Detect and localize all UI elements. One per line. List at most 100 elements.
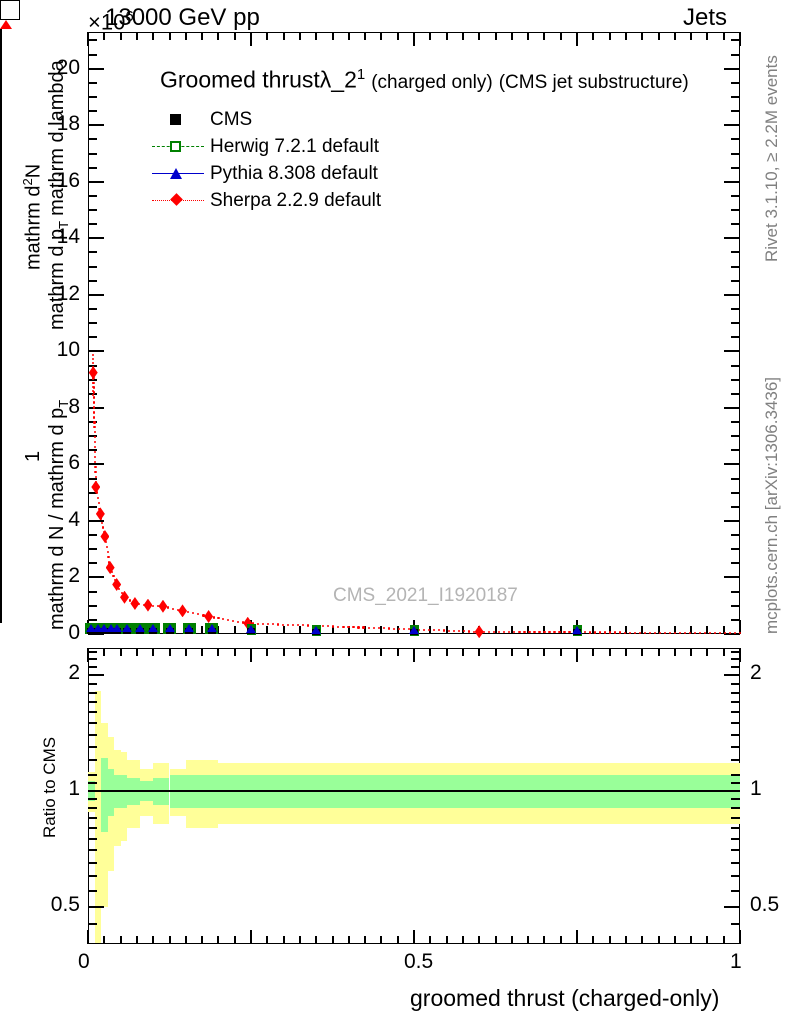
- sherpa-line-dot: [112, 575, 115, 578]
- ratio-x-minor-tick-top: [706, 648, 709, 656]
- ratio-y-minor-tick: [88, 923, 97, 926]
- pythia-marker: [206, 624, 217, 633]
- y-minor-tick-right: [731, 223, 740, 226]
- ratio-x-minor-tick: [690, 936, 693, 944]
- y-minor-tick: [88, 96, 97, 98]
- ratio-x-minor-tick: [608, 936, 611, 944]
- ratio-x-major-tick: [576, 930, 578, 944]
- y-minor-tick: [88, 336, 97, 339]
- sherpa-line-dot: [593, 631, 596, 634]
- ratio-y-minor-tick: [88, 849, 97, 852]
- sherpa-error-dot: [92, 358, 95, 361]
- legend-label: Herwig 7.2.1 default: [210, 136, 379, 157]
- sherpa-marker: [105, 561, 115, 575]
- sherpa-marker: [158, 599, 168, 613]
- x-minor-tick-top: [706, 32, 709, 40]
- x-minor-tick-top: [184, 32, 187, 40]
- ratio-y-minor-tick-right: [731, 733, 740, 736]
- legend-marker-square: [152, 108, 204, 132]
- ratio-y-minor-tick-right: [731, 781, 740, 784]
- y-tick-label: 6: [68, 451, 80, 475]
- sherpa-line-dot: [498, 630, 501, 634]
- num-N: N: [22, 163, 45, 179]
- den-tail: mathrm d lambda: [46, 60, 68, 216]
- y-minor-tick: [88, 449, 97, 452]
- y-minor-tick: [88, 604, 97, 607]
- sherpa-error-dot: [92, 390, 95, 393]
- y-minor-tick-right: [731, 562, 740, 565]
- sherpa-line-dot: [437, 629, 441, 632]
- y-major-tick-right: [724, 519, 740, 522]
- ratio-x-minor-tick: [478, 936, 481, 944]
- sherpa-error-dot: [92, 394, 95, 397]
- sherpa-marker: [178, 604, 188, 618]
- diamond-icon: [170, 193, 183, 206]
- x-minor-tick-top: [282, 32, 285, 40]
- x-minor-tick-top: [429, 32, 432, 40]
- ratio-tick-label-right: 2: [750, 660, 762, 684]
- sherpa-line-dot: [387, 627, 390, 630]
- sherpa-line-dot: [212, 616, 215, 619]
- ratio-y-minor-tick-right: [731, 691, 740, 694]
- sherpa-line-dot: [563, 631, 566, 634]
- y-major-tick: [88, 124, 104, 127]
- sherpa-error-dot: [92, 378, 95, 381]
- sherpa-line-dot: [281, 623, 285, 626]
- sherpa-line-dot: [432, 629, 436, 632]
- ratio-x-minor-tick: [201, 936, 204, 944]
- ratio-x-minor-tick: [184, 936, 187, 944]
- y-major-tick: [88, 576, 104, 579]
- pythia-marker: [164, 624, 175, 633]
- sherpa-line-dot: [92, 396, 95, 399]
- sherpa-line-dot: [104, 540, 107, 543]
- sherpa-line-dot: [256, 622, 259, 625]
- y-minor-tick: [88, 322, 97, 325]
- y-axis-fraction-bar: [0, 29, 2, 623]
- ratio-tick-label: 0.5: [50, 892, 80, 916]
- y-tick-label: 8: [68, 394, 80, 418]
- ratio-y-minor-tick: [88, 807, 97, 810]
- sherpa-line-dot: [94, 476, 97, 479]
- y-major-tick-right: [724, 124, 740, 127]
- x-minor-tick-main: [592, 626, 595, 634]
- y-major-tick-right: [724, 350, 740, 353]
- sherpa-line-dot: [96, 496, 99, 499]
- ratio-tick-label: 2: [68, 660, 80, 684]
- x-minor-tick-top: [168, 32, 171, 40]
- x-major-tick-top: [413, 32, 415, 46]
- ratio-y-minor-tick-right: [731, 816, 740, 819]
- sherpa-line-dot: [568, 631, 571, 634]
- x-minor-tick-top: [103, 32, 106, 40]
- sherpa-line-dot: [558, 631, 561, 634]
- x-minor-tick-top: [364, 32, 367, 40]
- sherpa-line-dot: [448, 629, 451, 632]
- sherpa-line-dot: [718, 632, 722, 635]
- pythia-marker: [311, 625, 322, 634]
- ratio-x-minor-tick: [347, 936, 350, 944]
- pythia-marker: [148, 624, 159, 633]
- y-tick-label: 16: [56, 168, 80, 192]
- x-minor-tick-main: [510, 626, 513, 634]
- sherpa-line-dot: [102, 526, 105, 529]
- sherpa-marker: [130, 596, 140, 610]
- ratio-x-minor-tick-top: [478, 648, 481, 656]
- x-minor-tick-main: [429, 626, 432, 634]
- ratio-x-minor-tick-top: [364, 648, 367, 656]
- ratio-x-minor-tick: [543, 936, 546, 944]
- sherpa-line-dot: [156, 604, 160, 608]
- ratio-x-minor-tick: [364, 936, 367, 944]
- ratio-y-minor-tick-right: [731, 711, 740, 714]
- y-major-tick-right: [724, 293, 740, 296]
- sherpa-line-dot: [93, 441, 96, 444]
- ratio-y-minor-tick: [88, 889, 97, 892]
- ratio-y-minor-tick: [88, 733, 97, 736]
- sherpa-line-dot: [93, 416, 96, 419]
- ratio-x-major-tick-top: [739, 648, 741, 662]
- x-minor-tick-main: [396, 626, 399, 634]
- sherpa-line-dot: [297, 624, 300, 627]
- sherpa-line-dot: [533, 631, 536, 634]
- sherpa-line-dot: [166, 606, 170, 609]
- sherpa-line-dot: [107, 556, 110, 559]
- ratio-x-minor-tick-top: [184, 648, 187, 656]
- y-tick-label: 20: [56, 55, 80, 79]
